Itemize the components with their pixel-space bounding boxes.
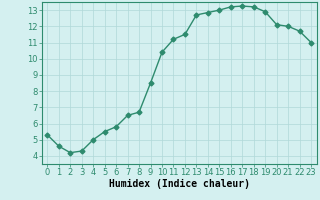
X-axis label: Humidex (Indice chaleur): Humidex (Indice chaleur) xyxy=(109,179,250,189)
